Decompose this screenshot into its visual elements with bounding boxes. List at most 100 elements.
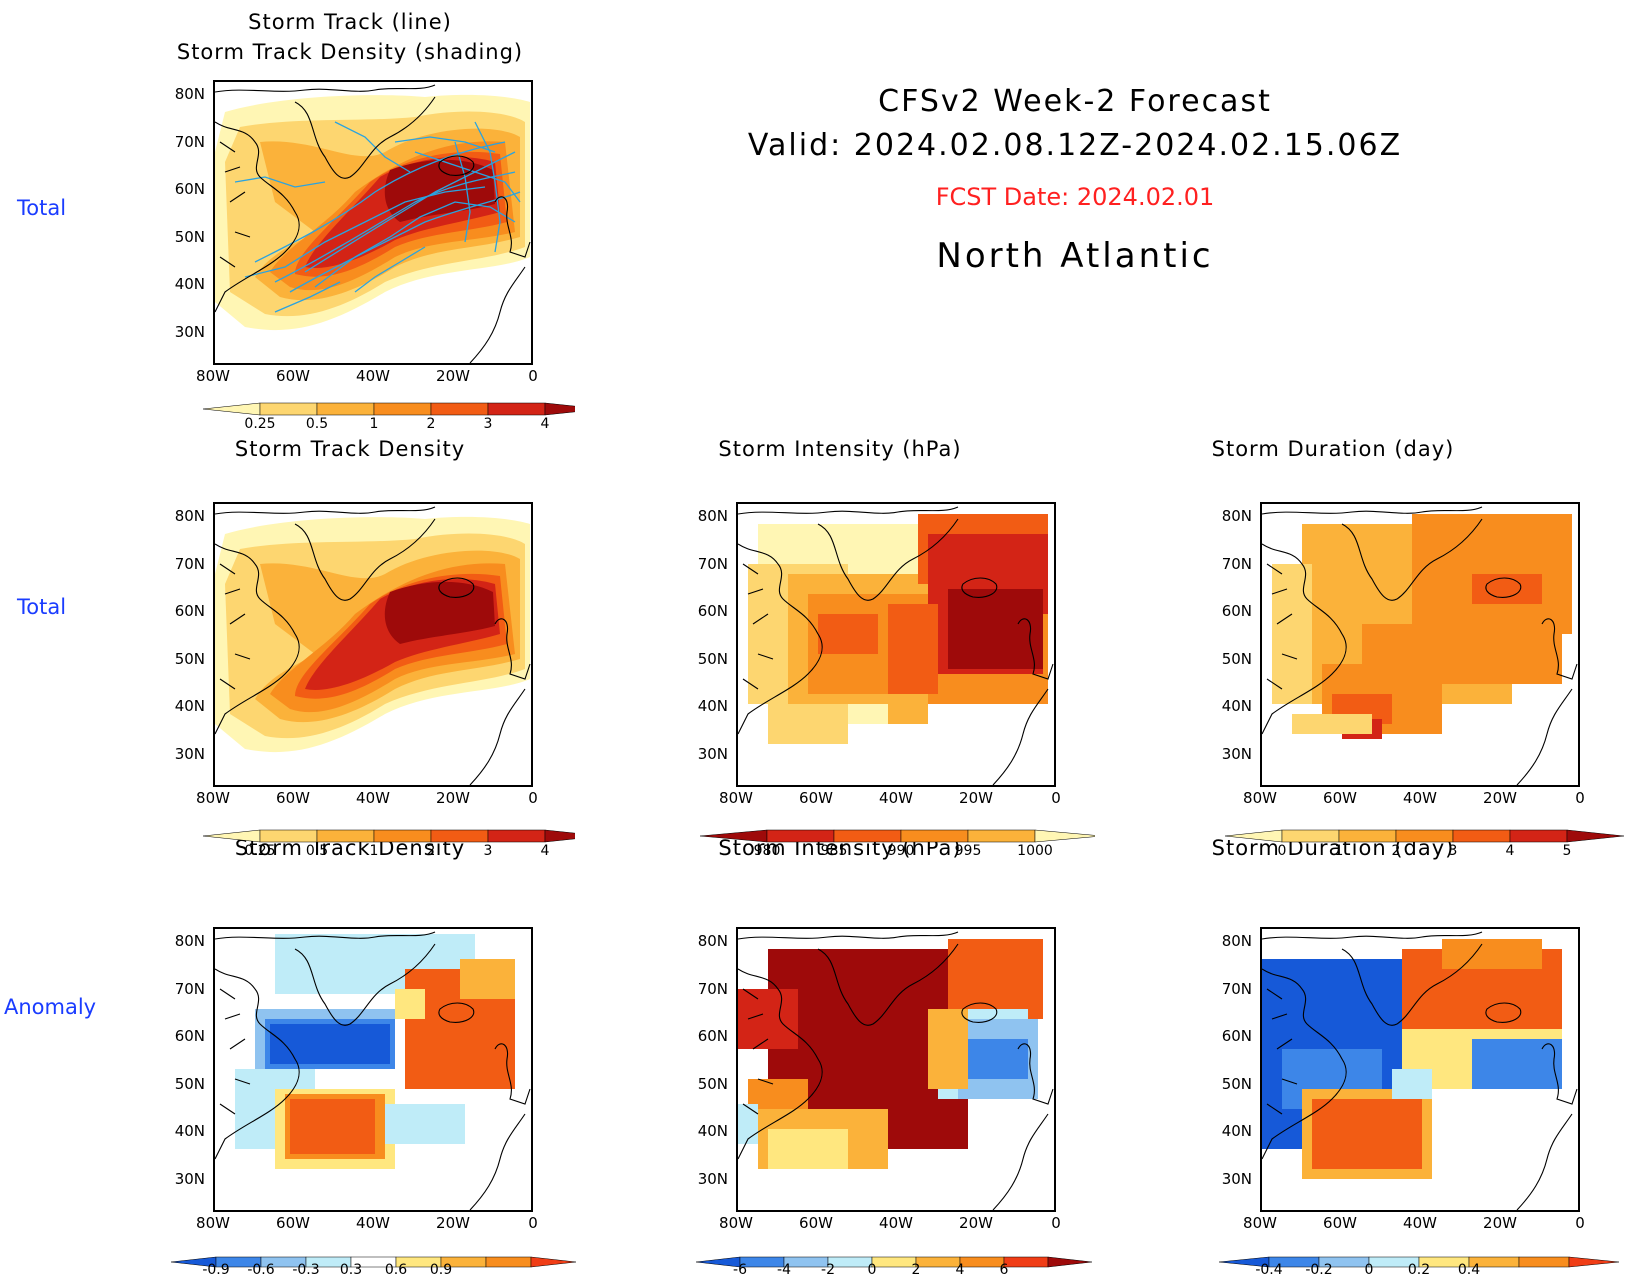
colorbar-end-low xyxy=(699,829,768,843)
colorbar-density-anomaly xyxy=(170,1256,577,1268)
colorbar-label: 985 xyxy=(820,843,848,859)
colorbar-segment xyxy=(487,829,546,843)
storm-track-line xyxy=(454,141,471,243)
colorbar-end-low xyxy=(1225,829,1283,843)
colorbar-label: 0.25 xyxy=(244,843,276,859)
x-tick-label: 0 xyxy=(528,789,538,807)
coastline xyxy=(215,506,531,785)
x-tick-label: 20W xyxy=(1483,789,1517,807)
density-anomaly-field xyxy=(235,934,515,1169)
field-cell xyxy=(1472,574,1542,604)
density-shading xyxy=(215,516,530,753)
forecast-title: CFSv2 Week-2 Forecast xyxy=(878,84,1272,119)
colorbar-label: 4 xyxy=(540,843,550,859)
row-label-total-1: Total xyxy=(17,196,67,220)
africa-iberia-coast xyxy=(1516,688,1573,785)
arctic-coast xyxy=(738,931,959,940)
colorbar-intensity-total xyxy=(699,829,1095,843)
british-isles-coast xyxy=(494,1043,531,1105)
coast-detail xyxy=(1266,563,1298,690)
map-intensity-total xyxy=(736,502,1056,787)
x-tick-label: 60W xyxy=(1323,789,1357,807)
colorbar-segment xyxy=(259,402,318,416)
colorbar-end-high xyxy=(544,829,575,843)
x-tick-label: 40W xyxy=(356,367,390,385)
colorbar-label: 0 xyxy=(867,1262,877,1278)
field-cell xyxy=(385,1104,465,1144)
arctic-coast xyxy=(1262,931,1483,940)
field-cell xyxy=(768,704,848,744)
coast-detail xyxy=(742,563,774,690)
arctic-coast xyxy=(1262,506,1483,515)
field-cell xyxy=(928,1009,968,1089)
y-tick-label: 30N xyxy=(174,1169,205,1188)
colorbar-label: 980 xyxy=(753,843,781,859)
field-cell xyxy=(948,589,1043,669)
greenland-coast xyxy=(1341,518,1483,601)
valid-period: Valid: 2024.02.08.12Z-2024.02.15.06Z xyxy=(747,128,1403,163)
x-tick-label: 80W xyxy=(196,367,230,385)
forecast-date: FCST Date: 2024.02.01 xyxy=(935,183,1215,211)
colorbar-label: 2 xyxy=(426,843,436,859)
colorbar-label: 4 xyxy=(1505,843,1515,859)
x-tick-label: 60W xyxy=(799,789,833,807)
colorbar-label: -2 xyxy=(821,1262,835,1278)
colorbar-segment xyxy=(900,829,969,843)
colorbar-label: -0.3 xyxy=(292,1262,320,1278)
storm-track-line xyxy=(334,121,411,173)
panel-title-track-shading: Storm Track Density (shading) xyxy=(176,40,524,64)
colorbar-label: 2 xyxy=(911,1262,921,1278)
y-tick-label: 40N xyxy=(174,275,205,293)
arctic-coast xyxy=(738,506,959,515)
colorbar-end-high xyxy=(1034,829,1095,843)
storm-track-line xyxy=(274,281,341,313)
colorbar-label: 3 xyxy=(483,843,493,859)
x-tick-label: 80W xyxy=(196,789,230,807)
colorbar-label: -6 xyxy=(733,1262,747,1278)
y-tick-label: 80N xyxy=(174,85,205,103)
colorbar-label: 3 xyxy=(483,416,493,432)
colorbar-segment xyxy=(430,829,489,843)
y-tick-label: 70N xyxy=(697,979,728,998)
storm-track-line xyxy=(354,246,426,293)
x-tick-label: 20W xyxy=(959,1214,993,1232)
colorbar-label: 4 xyxy=(540,416,550,432)
y-tick-label: 60N xyxy=(174,602,205,620)
intensity-field xyxy=(748,514,1048,744)
north-america-coast xyxy=(1262,543,1347,735)
region-title: North Atlantic xyxy=(936,236,1214,276)
colorbar-label: -4 xyxy=(777,1262,791,1278)
field-cell xyxy=(948,939,1043,1019)
coastline xyxy=(738,931,1054,1210)
x-tick-label: 0 xyxy=(1051,1214,1061,1232)
colorbar-segment xyxy=(833,829,902,843)
x-tick-label: 40W xyxy=(1403,1214,1437,1232)
panel-title-density-total: Storm Track Density xyxy=(234,437,466,461)
field-cell xyxy=(848,704,888,724)
y-tick-label: 70N xyxy=(697,554,728,573)
field-cell xyxy=(1312,1099,1422,1169)
colorbar-label: 0 xyxy=(1277,843,1287,859)
y-tick-label: 70N xyxy=(174,554,205,573)
colorbar-label: 1000 xyxy=(1017,843,1053,859)
x-tick-label: 20W xyxy=(959,789,993,807)
y-tick-label: 40N xyxy=(697,697,728,715)
storm-track-line xyxy=(394,136,496,153)
coastline xyxy=(738,506,1054,785)
colorbar-duration-total xyxy=(1225,829,1625,843)
y-tick-label: 40N xyxy=(1221,697,1252,715)
colorbar-label: 0 xyxy=(1364,1262,1374,1278)
y-tick-label: 60N xyxy=(174,180,205,198)
row-label-total-2: Total xyxy=(17,595,67,619)
duration-field xyxy=(1272,514,1572,739)
colorbar-segment xyxy=(967,829,1036,843)
storm-track-line xyxy=(474,121,501,253)
y-tick-label: 50N xyxy=(697,1074,728,1093)
colorbar-label: 2 xyxy=(1391,843,1401,859)
y-tick-label: 80N xyxy=(174,932,205,950)
africa-iberia-coast xyxy=(992,688,1049,785)
greenland-coast xyxy=(294,943,436,1026)
colorbar-label: 0.9 xyxy=(429,1262,453,1278)
y-tick-label: 30N xyxy=(174,322,205,341)
colorbar-label: 3 xyxy=(1448,843,1458,859)
